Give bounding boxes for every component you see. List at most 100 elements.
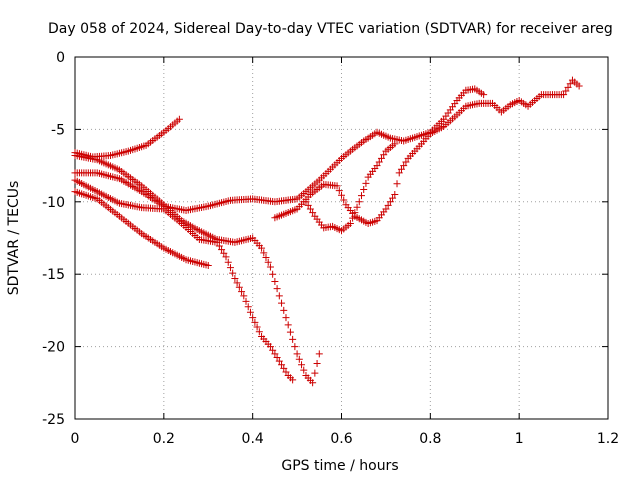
data-point (480, 91, 488, 99)
data-point (300, 366, 308, 374)
series-arc-B (71, 151, 323, 387)
data-point (397, 165, 405, 173)
data-point (293, 350, 301, 358)
data-point (269, 346, 277, 354)
data-point (298, 361, 306, 369)
data-point (575, 82, 583, 90)
data-point (260, 249, 268, 257)
data-point (262, 254, 270, 262)
data-point (560, 91, 568, 99)
data-point (353, 203, 361, 211)
grid-lines (75, 57, 608, 419)
data-point (222, 253, 230, 261)
x-tick-label: 0.4 (242, 431, 264, 447)
y-tick-label: -25 (42, 412, 65, 428)
series-arc-C (71, 85, 488, 214)
data-point (213, 238, 221, 246)
data-point (395, 169, 403, 177)
data-point (375, 158, 383, 166)
data-point (362, 179, 370, 187)
data-point (346, 220, 354, 228)
x-tick-label: 0.6 (330, 431, 352, 447)
data-point (355, 198, 363, 206)
series-arc-D (71, 176, 297, 384)
data-point (246, 308, 254, 316)
data-points (71, 76, 583, 387)
data-point (264, 258, 272, 266)
series-arc-G (302, 140, 399, 235)
data-point (402, 158, 410, 166)
y-axis-title: SDTVAR / TECUs (6, 181, 22, 296)
data-point (384, 201, 392, 209)
x-tick-label: 0 (71, 431, 80, 447)
data-point (255, 328, 263, 336)
y-tick-label: -5 (51, 122, 65, 138)
data-point (284, 321, 292, 329)
data-point (280, 306, 288, 314)
data-point (229, 269, 237, 277)
data-point (304, 201, 312, 209)
data-point (562, 87, 570, 95)
data-point (311, 369, 319, 377)
data-point (335, 187, 343, 195)
data-point (271, 277, 279, 285)
data-point (253, 323, 261, 331)
data-point (175, 115, 183, 123)
data-point (564, 83, 572, 91)
chart-title: Day 058 of 2024, Sidereal Day-to-day VTE… (48, 21, 613, 37)
data-point (351, 209, 359, 217)
series-arc-E (71, 188, 212, 270)
data-point (273, 353, 281, 361)
data-point (273, 285, 281, 293)
data-point (313, 359, 321, 367)
data-point (224, 258, 232, 266)
data-point (282, 368, 290, 376)
data-point (278, 299, 286, 307)
data-point (400, 162, 408, 170)
data-point (231, 275, 239, 283)
series-arc-F (271, 76, 583, 228)
data-point (258, 244, 266, 252)
y-tick-label: -15 (42, 267, 65, 283)
data-point (286, 328, 294, 336)
data-point (377, 154, 385, 162)
data-point (349, 214, 357, 222)
data-point (204, 262, 212, 270)
axis-ticks: 0 0.2 0.4 0.6 0.8 1 1.2 0 -5 -10 -15 -20 -25 (42, 50, 619, 447)
x-tick-label: 0.8 (419, 431, 441, 447)
data-point (251, 318, 259, 326)
data-point (242, 297, 250, 305)
data-point (315, 350, 323, 358)
data-point (271, 350, 279, 358)
data-point (386, 198, 394, 206)
data-point (393, 180, 401, 188)
data-point (240, 292, 248, 300)
data-point (391, 140, 399, 148)
data-point (275, 292, 283, 300)
data-point (275, 357, 283, 365)
data-point (382, 205, 390, 213)
data-point (309, 209, 317, 217)
data-point (235, 283, 243, 291)
data-point (269, 270, 277, 278)
data-point (340, 196, 348, 204)
data-point (389, 194, 397, 202)
series-arc-A (71, 115, 183, 161)
data-point (280, 364, 288, 372)
x-axis-title: GPS time / hours (281, 458, 398, 474)
x-tick-label: 1 (515, 431, 524, 447)
data-point (220, 249, 228, 257)
data-point (360, 185, 368, 193)
data-point (249, 314, 257, 322)
data-point (282, 314, 290, 322)
x-tick-label: 0.2 (153, 431, 175, 447)
data-point (391, 191, 399, 199)
data-point (338, 191, 345, 199)
data-point (357, 192, 365, 200)
x-tick-label: 1.2 (597, 431, 619, 447)
data-point (289, 335, 297, 343)
data-point (306, 205, 314, 213)
y-tick-label: 0 (56, 50, 65, 66)
data-point (238, 288, 246, 296)
